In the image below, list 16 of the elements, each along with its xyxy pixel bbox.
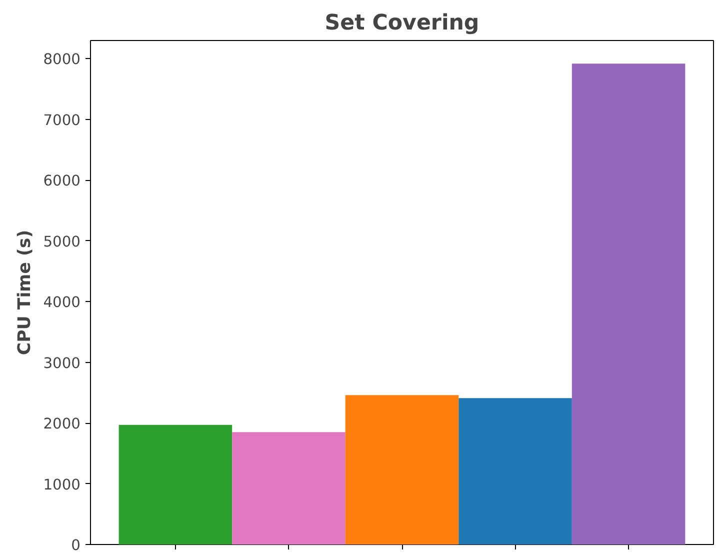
- bar: [232, 432, 346, 544]
- y-tick-label: 1000: [43, 476, 81, 494]
- y-tick-label: 5000: [43, 233, 81, 250]
- bar: [118, 424, 232, 544]
- bar: [572, 64, 686, 544]
- bar: [458, 398, 572, 544]
- y-axis-title: CPU Time (s): [15, 230, 36, 356]
- y-tick-label: 4000: [43, 294, 81, 312]
- y-tick-label: 7000: [43, 112, 81, 129]
- y-tick-label: 0: [71, 537, 81, 554]
- chart-title: Set Covering: [324, 10, 480, 36]
- y-tick-label: 6000: [43, 172, 81, 190]
- y-tick-label: 2000: [43, 416, 81, 433]
- y-tick-label: 3000: [43, 354, 81, 372]
- bar: [345, 395, 459, 544]
- y-tick-label: 8000: [43, 51, 81, 68]
